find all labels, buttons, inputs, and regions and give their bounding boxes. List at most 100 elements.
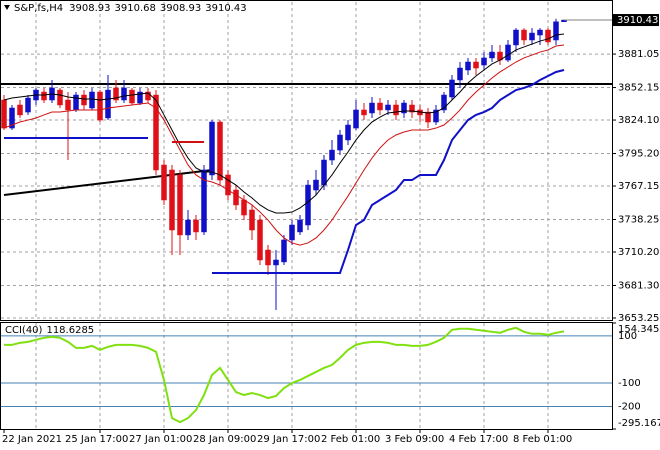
cci-panel-frame (0, 322, 613, 430)
indicator-line (3, 44, 565, 246)
candle-body (225, 174, 231, 196)
cci-name: CCI(40) (5, 325, 43, 336)
trendline (3, 168, 213, 196)
header-low: 3908.93 (160, 3, 201, 14)
x-tick-label: 3 Feb 09:00 (385, 434, 444, 445)
candle-body (553, 21, 559, 41)
x-tick-label: 27 Jan 01:00 (129, 434, 192, 445)
candle-body (433, 109, 439, 123)
y-tick-label: 3767.15 (618, 181, 659, 192)
candle-body (465, 61, 471, 71)
candle-body (425, 111, 431, 123)
candle-body (137, 91, 143, 104)
candle-body (161, 164, 167, 201)
x-tick-label: 28 Jan 09:00 (193, 434, 256, 445)
symbol: S&P,fs,H4 (14, 3, 63, 14)
candle-body (361, 109, 367, 116)
candle-body (409, 104, 415, 113)
candle-body (521, 29, 527, 41)
candle-body (193, 219, 199, 233)
candle-body (41, 91, 47, 101)
candle-body (313, 179, 319, 191)
candle-body (369, 102, 375, 114)
candle-body (265, 249, 271, 266)
candle-body (273, 259, 279, 266)
candle-body (537, 29, 543, 36)
candle-body (89, 91, 95, 109)
candle-body (65, 99, 71, 111)
candle-body (249, 209, 255, 231)
candle-body (97, 91, 103, 121)
candle-body (121, 87, 127, 101)
cci-last-value: 118.6285 (46, 325, 94, 336)
last-price-box (613, 14, 659, 27)
menu-arrow (4, 5, 10, 10)
cci-level-label: -200 (618, 402, 641, 413)
y-tick-label: 3653.25 (618, 313, 659, 324)
chart-header: S&P,fs,H4 3908.93 3910.68 3908.93 3910.43 (14, 3, 247, 14)
y-tick-label: 3681.30 (618, 280, 659, 291)
candle-body (81, 94, 87, 106)
y-tick-label: 3738.25 (618, 215, 659, 226)
cci-line (4, 326, 565, 424)
candle-body (217, 121, 223, 181)
candle-body (9, 107, 15, 129)
candle-body (145, 91, 151, 101)
indicator-line (3, 33, 565, 214)
candle-body (489, 51, 495, 59)
x-tick-label: 8 Feb 01:00 (513, 434, 572, 445)
candle-body (281, 239, 287, 263)
y-tick-label: 3852.15 (618, 83, 659, 94)
x-tick-label: 2 Feb 01:00 (321, 434, 380, 445)
candle-body (457, 67, 463, 81)
cci-level-label: -100 (618, 378, 641, 389)
candle-body (505, 44, 511, 61)
candle-body (153, 94, 159, 171)
candle-body (393, 104, 399, 116)
candle-body (305, 184, 311, 226)
candle-body (449, 79, 455, 98)
candle-body (377, 102, 383, 111)
y-tick-label: 3881.05 (618, 49, 659, 60)
x-tick-label: 22 Jan 2021 (2, 434, 62, 445)
candle-body (17, 104, 23, 116)
x-tick-label: 29 Jan 17:00 (257, 434, 320, 445)
candle-body (545, 29, 551, 43)
x-tick-label: 25 Jan 17:00 (65, 434, 128, 445)
candle-body (113, 87, 119, 101)
candle-body (401, 102, 407, 114)
candle-body (345, 124, 351, 141)
candle-body (289, 224, 295, 241)
y-tick-label: 3710.20 (618, 247, 659, 258)
candle-body (257, 219, 263, 261)
cci-level-label: 100 (618, 331, 637, 342)
candle-body (321, 159, 327, 186)
candle-body (57, 89, 63, 106)
candle-body (513, 29, 519, 46)
candle-body (209, 121, 215, 176)
x-tick-label: 4 Feb 17:00 (449, 434, 508, 445)
candle-body (353, 109, 359, 129)
cci-y-tick-label: 154.3455 (618, 324, 660, 335)
header-close: 3910.43 (205, 3, 246, 14)
y-tick-label: 3795.20 (618, 149, 659, 160)
candle-body (25, 97, 31, 113)
cci-label: CCI(40) 118.6285 (5, 325, 94, 336)
candle-body (441, 94, 447, 111)
header-open: 3908.93 (69, 3, 110, 14)
candle-body (1, 99, 7, 129)
candle-body (329, 149, 335, 161)
candle-body (529, 32, 535, 41)
candle-body (185, 219, 191, 236)
candle-body (201, 169, 207, 233)
candle-body (73, 94, 79, 111)
indicator-line (4, 69, 565, 274)
last-price-label: 3910.43 (617, 15, 658, 26)
candle-body (481, 57, 487, 66)
candle-body (385, 104, 391, 111)
candle-body (241, 199, 247, 216)
header-high: 3910.68 (115, 3, 156, 14)
candle-body (177, 174, 183, 236)
